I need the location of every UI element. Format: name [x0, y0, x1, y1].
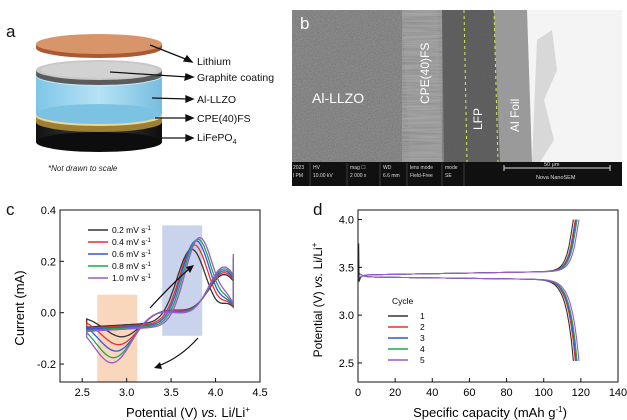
databar-hv-label: HV	[313, 164, 333, 172]
cd-y-label-tail: Li/Li	[311, 247, 325, 272]
cd-curves	[358, 220, 579, 361]
cv-y-tick-label: 0.4	[41, 205, 56, 217]
databar-mode-value: SE	[445, 172, 458, 180]
cell-stack-illustration	[0, 0, 290, 190]
region-al-foil: Al Foil	[508, 99, 522, 132]
label-graphite: Graphite coating	[197, 72, 274, 84]
graphite-layer	[36, 60, 162, 85]
panel-b-letter: b	[300, 14, 309, 34]
databar-wd-label: WD	[383, 164, 400, 172]
databar-mag-value: 2 000 x	[350, 172, 366, 180]
cv-y-tick-label: -0.2	[37, 359, 56, 371]
databar-mode-label: mode	[445, 164, 458, 172]
databar-mag: mag ☐ 2 000 x	[350, 164, 366, 180]
databar-mag-label: mag ☐	[350, 164, 366, 172]
cv-x-tick-label: 3.0	[119, 387, 134, 399]
databar-lens-value: Field-Free	[410, 172, 433, 180]
cd-x-tick-label: 140	[609, 387, 627, 399]
cv-legend-label: 0.6 mV s-1	[112, 249, 152, 259]
cd-axis-ticks: 0 20 40 60 80 100 120 140 2.5 3.0 3.5 4.0	[339, 215, 627, 399]
cv-y-tick-label: 0.0	[41, 308, 56, 320]
lithium-layer	[36, 34, 162, 58]
cd-y-tick-label: 3.0	[339, 310, 354, 322]
databar-wd: WD 6.6 mm	[383, 164, 400, 180]
region-al-llzo: Al-LLZO	[312, 90, 364, 106]
cd-x-label-tail: )	[563, 405, 567, 420]
databar-wd-value: 6.6 mm	[383, 172, 400, 180]
cd-y-tick-label: 3.5	[339, 262, 354, 274]
cv-plot-frame	[60, 210, 260, 382]
cv-legend-label: 1.0 mV s-1	[112, 273, 152, 283]
databar-hv: HV 10.00 kV	[313, 164, 333, 180]
charge-discharge-chart: 0 20 40 60 80 100 120 140 2.5 3.0 3.5 4.0 Cycle 1234…	[300, 196, 627, 420]
cv-x-tick-label: 3.5	[163, 387, 178, 399]
scale-bar-label: 50 μm	[544, 162, 559, 168]
cd-legend-title: Cycle	[392, 296, 414, 306]
label-lifepo4-main: LiFePO	[197, 132, 233, 144]
cv-legend-label: 0.4 mV s-1	[112, 237, 152, 247]
label-cpe: CPE(40)FS	[197, 113, 251, 125]
cd-y-tick-label: 2.5	[339, 358, 354, 370]
region-cpe: CPE(40)FS	[418, 43, 432, 104]
cv-legend-label: 0.8 mV s-1	[112, 261, 152, 271]
cv-x-label-main: Potential (V)	[126, 405, 201, 420]
cd-legend-label: 4	[420, 344, 425, 354]
cv-legend-label: 0.2 mV s-1	[112, 225, 152, 235]
cd-x-label-main: Specific capacity (mAh g	[413, 405, 555, 420]
cd-initial-spike	[359, 243, 361, 281]
label-lifepo4: LiFePO4	[197, 132, 237, 146]
cv-x-label: Potential (V) vs. Li/Li+	[126, 405, 250, 420]
region-lfp: LFP	[471, 108, 485, 130]
cd-legend-label: 1	[420, 311, 425, 321]
cv-x-tick-label: 4.0	[208, 387, 223, 399]
databar-mode: mode SE	[445, 164, 458, 180]
cd-x-tick-label: 0	[355, 387, 361, 399]
instrument-name: Nova NanoSEM	[536, 175, 575, 181]
sem-image: b Al-LLZO CPE(40)FS LFP Al Foil 2023 l P…	[292, 10, 622, 186]
label-llzo: Al-LLZO	[197, 94, 236, 106]
cd-x-tick-label: 100	[535, 387, 553, 399]
databar-hv-value: 10.00 kV	[313, 172, 333, 180]
cv-y-label: Current (mA)	[12, 270, 27, 345]
databar-lens-label: lens mode	[410, 164, 433, 172]
cd-y-label-sup: +	[310, 242, 319, 247]
cd-legend-label: 5	[420, 355, 425, 365]
cd-charge-cycle-5	[358, 220, 579, 281]
databar-col1-top: 2023	[293, 164, 304, 172]
cv-x-tick-label: 2.5	[75, 387, 90, 399]
cd-y-label-vs: vs.	[311, 273, 325, 288]
cd-legend-label: 2	[420, 322, 425, 332]
cd-x-tick-label: 20	[389, 387, 401, 399]
cv-chart: 2.5 3.0 3.5 4.0 4.5-0.20.00.20.4 0.2 mV s-10…	[0, 196, 300, 420]
label-lithium: Lithium	[197, 56, 231, 68]
cd-x-tick-label: 40	[426, 387, 438, 399]
cv-x-label-sup: +	[245, 405, 250, 414]
cv-x-label-tail: Li/Li	[218, 405, 246, 420]
cd-x-tick-label: 120	[572, 387, 590, 399]
cd-x-label: Specific capacity (mAh g-1)	[413, 405, 567, 420]
label-lifepo4-sub: 4	[233, 139, 237, 146]
cv-legend: 0.2 mV s-1 0.4 mV s-1 0.6 mV s-1 0.8 mV s-1…	[88, 225, 152, 283]
databar-lens: lens mode Field-Free	[410, 164, 433, 180]
cd-x-tick-label: 60	[463, 387, 475, 399]
databar-col1: 2023 l PM	[293, 164, 304, 180]
cv-x-tick-label: 4.5	[252, 387, 267, 399]
cd-x-tick-label: 80	[500, 387, 512, 399]
cd-y-label: Potential (V) vs. Li/Li+	[310, 242, 325, 357]
cd-y-tick-label: 4.0	[339, 215, 354, 227]
cv-x-label-vs: vs.	[201, 405, 218, 420]
scale-note: *Not drawn to scale	[48, 164, 117, 173]
cv-y-tick-label: 0.2	[41, 256, 56, 268]
cd-legend-label: 3	[420, 333, 425, 343]
cd-y-label-main: Potential (V)	[311, 288, 325, 357]
databar-col1-bottom: l PM	[293, 172, 304, 180]
